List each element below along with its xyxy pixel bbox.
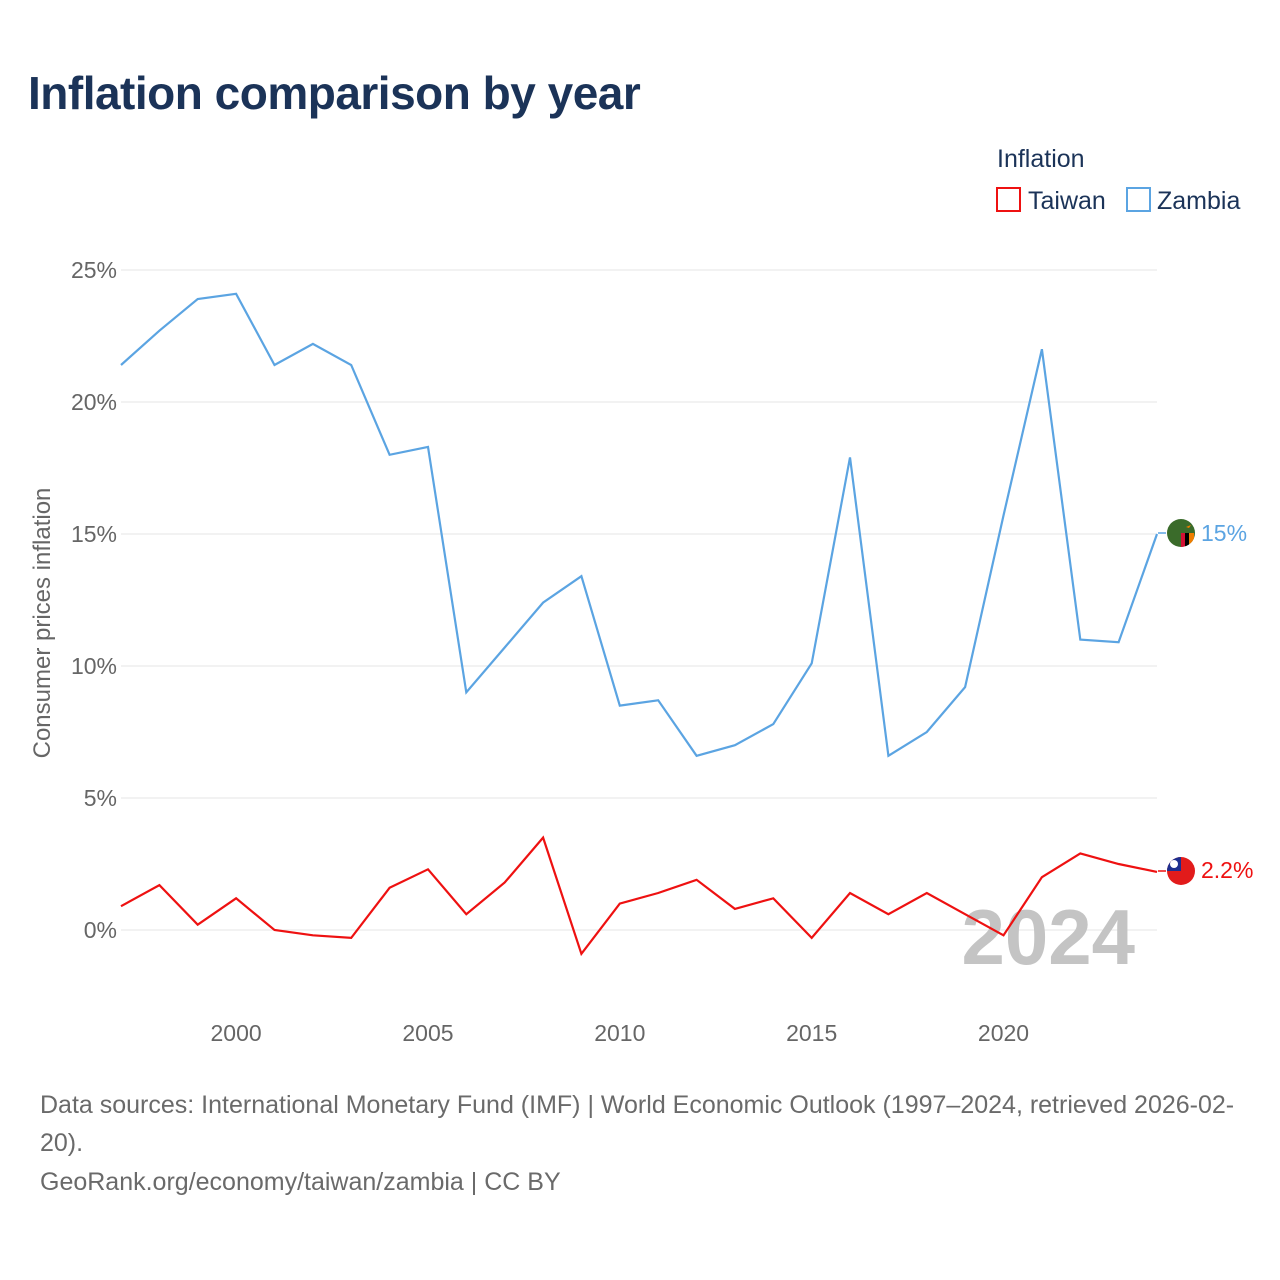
taiwan-flag-icon (1167, 857, 1195, 885)
y-tick-label: 10% (71, 653, 117, 679)
data-sources-note: Data sources: International Monetary Fun… (40, 1091, 1235, 1157)
y-tick-label: 25% (71, 257, 117, 283)
chart-title: Inflation comparison by year (28, 67, 641, 119)
x-tick-label: 2000 (211, 1020, 262, 1046)
legend: Inflation Taiwan Zambia (996, 145, 1240, 215)
y-tick-label: 20% (71, 389, 117, 415)
legend-swatch-taiwan (996, 187, 1021, 212)
y-tick-label: 0% (84, 917, 117, 943)
x-tick-label: 2020 (978, 1020, 1029, 1046)
x-tick-label: 2015 (786, 1020, 837, 1046)
y-tick-label: 15% (71, 521, 117, 547)
legend-title: Inflation (997, 145, 1085, 173)
legend-label-zambia: Zambia (1157, 187, 1240, 215)
legend-item-taiwan[interactable]: Taiwan (996, 187, 1106, 215)
zambia-end-value: 15% (1201, 520, 1247, 546)
current-year-watermark: 2024 (961, 893, 1135, 981)
y-axis-tick-labels: 0% 5% 10% 15% 20% 25% (71, 257, 117, 943)
taiwan-end-marker: 2.2% (1158, 857, 1253, 885)
legend-swatch-zambia (1126, 187, 1151, 212)
x-tick-label: 2005 (402, 1020, 453, 1046)
series-line-taiwan[interactable] (120, 835, 1158, 957)
series-line-zambia[interactable] (120, 292, 1159, 758)
legend-item-zambia[interactable]: Zambia (1126, 187, 1240, 215)
x-axis-tick-labels: 2000 2005 2010 2015 2020 (211, 1020, 1030, 1046)
zambia-flag-icon (1167, 519, 1195, 547)
credit-link[interactable]: GeoRank.org/economy/taiwan/zambia | CC B… (40, 1168, 561, 1196)
grid-lines (121, 269, 1157, 931)
y-axis-label: Consumer prices inflation (29, 488, 56, 759)
x-tick-label: 2010 (594, 1020, 645, 1046)
line-chart: 0% 5% 10% 15% 20% 25% 2000 2005 2010 2015 2020 Co… (29, 145, 1253, 1046)
legend-label-taiwan: Taiwan (1028, 187, 1106, 215)
taiwan-end-value: 2.2% (1201, 857, 1253, 883)
series-group (120, 292, 1159, 957)
y-tick-label: 5% (84, 785, 117, 811)
zambia-end-marker: 15% (1158, 519, 1247, 547)
